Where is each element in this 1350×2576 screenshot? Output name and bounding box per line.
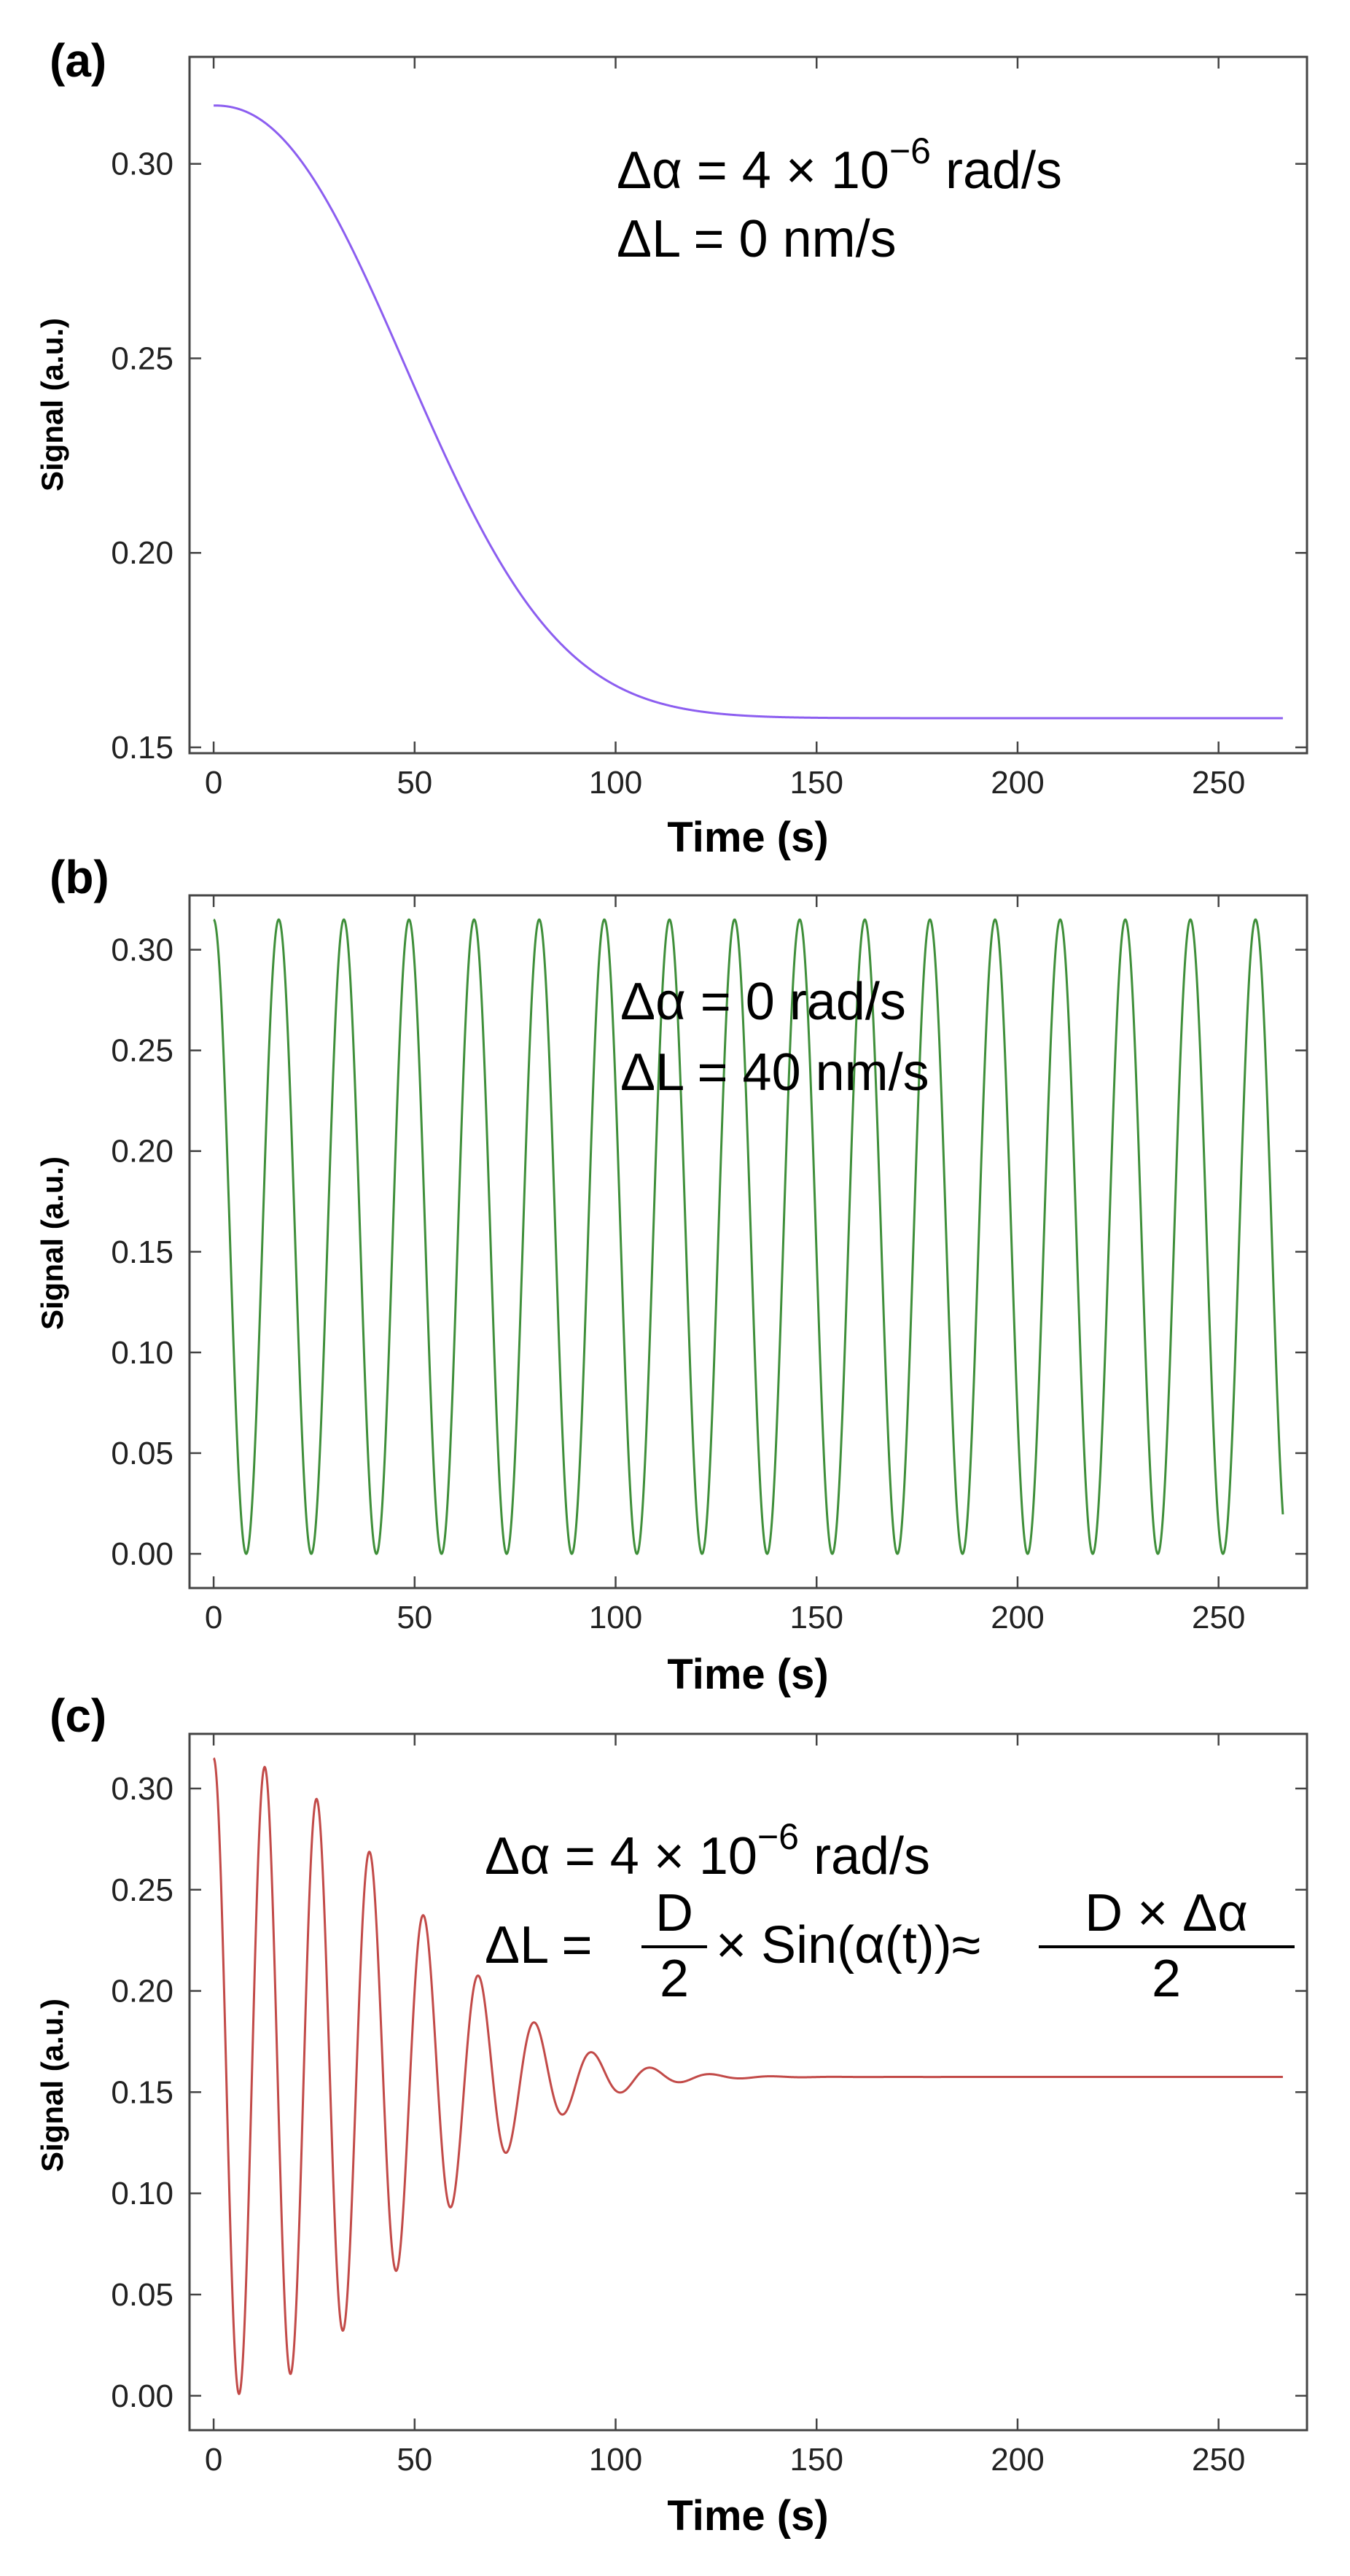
panel-b-ytick-label-0.20: 0.20	[111, 1134, 173, 1170]
panel-b-signal-line	[213, 918, 1284, 1555]
panel-b-annotation-line1: Δα = 0 rad/s	[620, 973, 906, 1031]
panel-a-ytick-label-0.15: 0.15	[111, 730, 173, 766]
panel-b-ytick-label-0.30: 0.30	[111, 933, 173, 968]
panel-b-xtick-label-0: 0	[205, 1600, 222, 1635]
panel-b-label: (b)	[50, 851, 109, 903]
panel-a-ticks	[190, 57, 1307, 753]
panel-c-ytick-label-0.05: 0.05	[111, 2277, 173, 2313]
panel-b-ytick-label-0.00: 0.00	[111, 1536, 173, 1572]
panel-a-frame	[188, 55, 1308, 755]
panel-a-ytick-label-0.30: 0.30	[111, 147, 173, 182]
panel-c-fraction1-denominator: 2	[660, 1950, 689, 2008]
panel-c-annotation-line1: Δα = 4 × 10−6 rad/s	[485, 1816, 930, 1886]
panel-b-xtick-label-250: 250	[1192, 1600, 1245, 1635]
panel-c-fraction1-numerator: D	[655, 1884, 693, 1942]
panel-c-xtick-label-0: 0	[205, 2442, 222, 2478]
panel-b-y-axis-label: Signal (a.u.)	[35, 1156, 69, 1330]
panel-c-ytick-label-0.15: 0.15	[111, 2074, 173, 2110]
panel-c-xtick-label-150: 150	[790, 2442, 843, 2478]
panel-b-xtick-label-150: 150	[790, 1600, 843, 1635]
panel-a-annotation-line2: ΔL = 0 nm/s	[617, 210, 897, 268]
panel-c-signal-line	[213, 1757, 1283, 2396]
panel-c: (c) 0 50 100 150 200 2500.000.050.100.150.200…	[35, 1689, 1308, 2540]
panel-b-x-axis-label: Time (s)	[667, 1651, 828, 1698]
panel-a-signal-line	[214, 104, 1283, 720]
panel-b: (b) 0 50 100 150 200 2500.000.050.100.150.200…	[35, 851, 1308, 1698]
panel-c-xtick-label-250: 250	[1192, 2442, 1245, 2478]
panel-a-xtick-label-100: 100	[589, 765, 642, 801]
panel-b-annotation-line2: ΔL = 40 nm/s	[620, 1043, 929, 1102]
panel-b-ytick-label-0.05: 0.05	[111, 1436, 173, 1471]
panel-c-frame	[188, 1732, 1308, 2432]
panel-a-ytick-label-0.20: 0.20	[111, 535, 173, 571]
panel-a-xtick-label-250: 250	[1192, 765, 1245, 801]
panel-a-xtick-label-50: 50	[397, 765, 432, 801]
panel-c-ytick-label-0.20: 0.20	[111, 1974, 173, 2009]
panel-a-label: (a)	[50, 34, 106, 87]
panel-c-y-axis-label: Signal (a.u.)	[35, 1999, 69, 2172]
panel-a: (a) 0 50 100 150 200 250 0.15 0.20 0.25 0.30 Time…	[35, 34, 1308, 861]
panel-b-xtick-label-200: 200	[991, 1600, 1044, 1635]
panel-c-label: (c)	[50, 1689, 106, 1742]
panel-c-x-axis-label: Time (s)	[667, 2492, 828, 2540]
panel-b-xtick-label-100: 100	[589, 1600, 642, 1635]
panel-b-ytick-label-0.15: 0.15	[111, 1234, 173, 1270]
panel-c-fraction2-denominator: 2	[1152, 1950, 1181, 2008]
panel-c-ytick-label-0.25: 0.25	[111, 1872, 173, 1908]
panel-c-ytick-label-0.10: 0.10	[111, 2176, 173, 2211]
panel-a-y-axis-label: Signal (a.u.)	[35, 318, 69, 491]
panel-a-tick-labels: 0 50 100 150 200 250 0.15 0.20 0.25 0.30	[111, 147, 1245, 801]
panel-b-tick-labels: 0 50 100 150 200 250 0.00 0.05 0.10 0.15 0.20 0.25 0…	[111, 933, 1245, 1635]
panel-c-annotation-lhs: ΔL =	[485, 1916, 593, 1974]
panel-c-ticks	[190, 1734, 1307, 2430]
panel-b-ticks	[190, 895, 1307, 1588]
panel-a-x-axis-label: Time (s)	[667, 814, 828, 861]
panel-a-xtick-label-200: 200	[991, 765, 1044, 801]
panel-a-ytick-label-0.25: 0.25	[111, 341, 173, 376]
panel-a-xtick-label-0: 0	[205, 765, 222, 801]
panel-c-xtick-label-50: 50	[397, 2442, 432, 2478]
panel-c-fraction2-numerator: D × Δα	[1085, 1884, 1248, 1942]
panel-b-frame	[188, 894, 1308, 1589]
panel-c-xtick-label-200: 200	[991, 2442, 1044, 2478]
panel-b-ytick-label-0.25: 0.25	[111, 1033, 173, 1069]
panel-c-ytick-label-0.00: 0.00	[111, 2378, 173, 2414]
panel-b-xtick-label-50: 50	[397, 1600, 432, 1635]
panel-c-annotation-line2: ΔL = D 2 × Sin(α(t))≈ D × Δα 2	[485, 1884, 1295, 2008]
panel-c-xtick-label-100: 100	[589, 2442, 642, 2478]
panel-c-tick-labels: 0 50 100 150 200 250 0.00 0.05 0.10 0.15 0.20 0.25 0…	[111, 1771, 1245, 2478]
panel-c-annotation-mid: × Sin(α(t))≈	[716, 1916, 980, 1974]
panel-b-ytick-label-0.10: 0.10	[111, 1335, 173, 1371]
panel-a-annotation-line1: Δα = 4 × 10−6 rad/s	[617, 131, 1062, 200]
panel-a-xtick-label-150: 150	[790, 765, 843, 801]
panel-c-ytick-label-0.30: 0.30	[111, 1771, 173, 1807]
